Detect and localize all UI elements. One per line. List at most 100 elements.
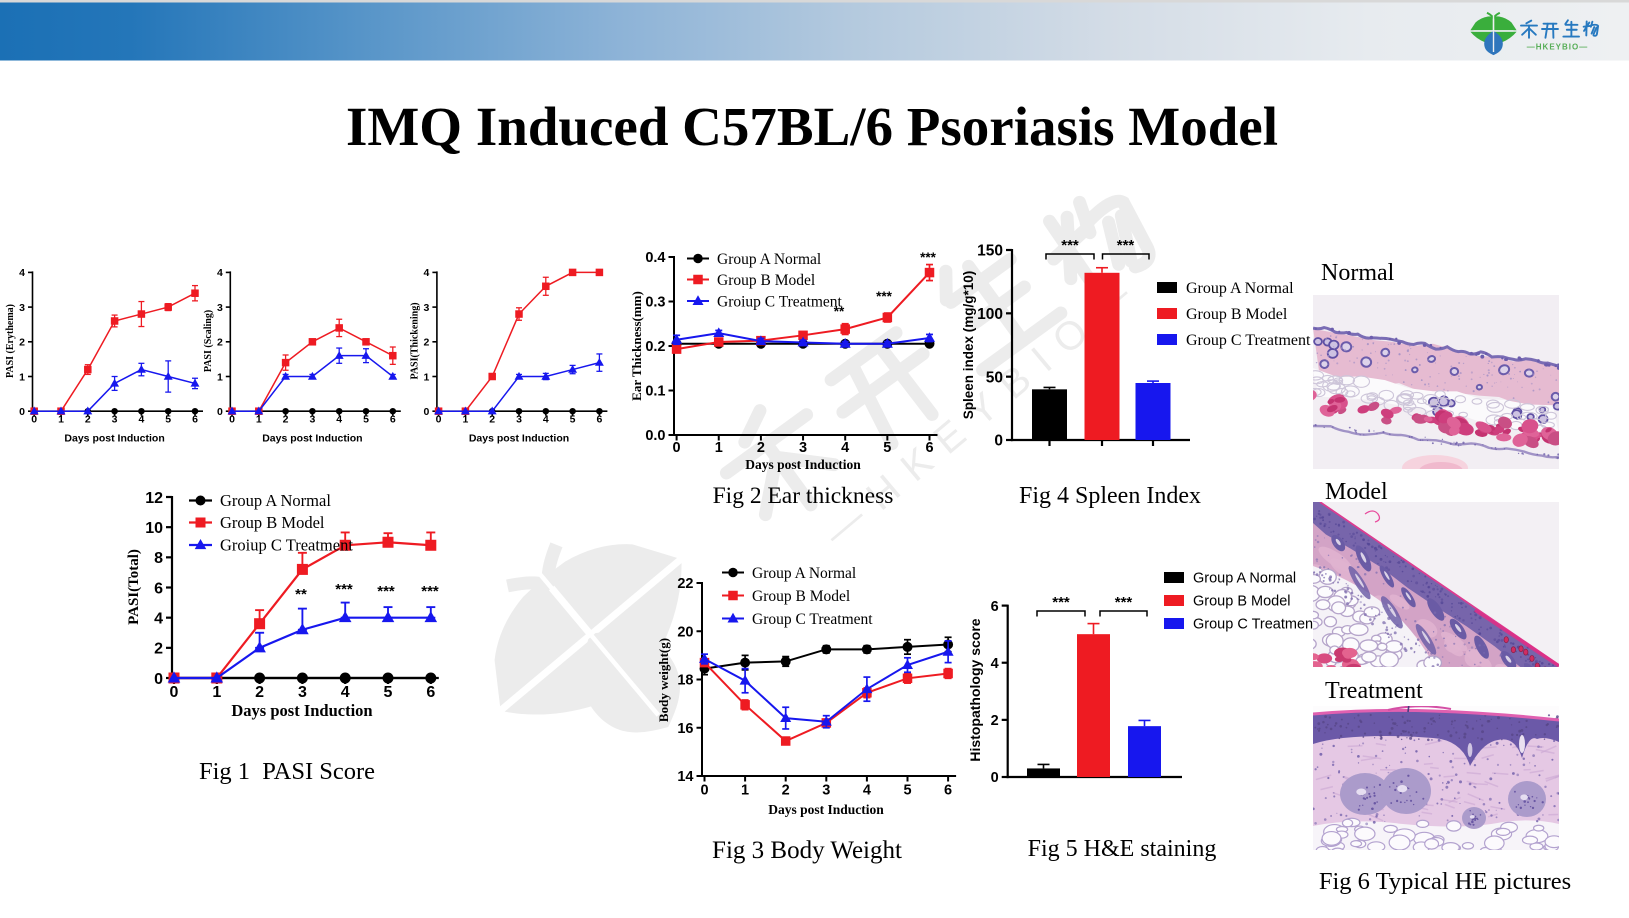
svg-text:6: 6 [991,599,999,615]
svg-text:Days post Induction: Days post Induction [64,433,164,445]
svg-text:0: 0 [436,414,442,426]
svg-text:Normal: Normal [1321,260,1395,286]
svg-text:Group B Model: Group B Model [1193,593,1291,609]
svg-text:50: 50 [986,369,1003,386]
svg-text:6: 6 [596,414,602,426]
svg-text:0.2: 0.2 [645,339,665,355]
svg-text:5: 5 [903,783,911,799]
svg-text:Group A Normal: Group A Normal [752,565,856,582]
svg-text:1: 1 [424,371,430,383]
svg-text:Group C Treatment: Group C Treatment [752,611,873,628]
svg-text:3: 3 [516,414,522,426]
svg-text:4: 4 [863,783,871,799]
svg-text:Group A Normal: Group A Normal [1193,570,1296,586]
svg-text:IMQ Induced C57BL/6 Psoriasis: IMQ Induced C57BL/6 Psoriasis Model [346,96,1278,157]
svg-text:16: 16 [677,721,693,737]
svg-text:Fig 3 Body Weight: Fig 3 Body Weight [712,837,902,864]
svg-text:4: 4 [336,414,342,426]
svg-text:4: 4 [217,267,223,279]
svg-text:Histopathology score: Histopathology score [967,618,983,761]
svg-text:4: 4 [19,267,25,279]
svg-text:Groiup C Treatment: Groiup C Treatment [717,293,843,310]
svg-text:8: 8 [154,550,163,567]
svg-text:PASI (Erythema): PASI (Erythema) [5,304,16,378]
svg-text:3: 3 [822,783,830,799]
svg-text:2: 2 [991,713,999,729]
svg-text:**: ** [295,586,307,603]
svg-text:3: 3 [112,414,118,426]
svg-text:6: 6 [192,414,198,426]
svg-text:Body weight(g): Body weight(g) [656,638,671,722]
svg-text:4: 4 [154,610,163,627]
svg-text:5: 5 [384,684,393,701]
svg-text:4: 4 [138,414,144,426]
svg-text:0: 0 [700,783,708,799]
svg-text:2: 2 [489,414,495,426]
svg-text:3: 3 [799,440,807,456]
svg-text:Fig 2 Ear thickness: Fig 2 Ear thickness [713,483,894,509]
svg-text:2: 2 [255,684,264,701]
svg-text:Group A Normal: Group A Normal [717,251,821,268]
svg-text:0: 0 [217,406,223,418]
svg-text:1: 1 [256,414,262,426]
svg-text:***: *** [1117,237,1135,254]
svg-text:6: 6 [426,684,435,701]
svg-text:20: 20 [677,624,693,640]
svg-text:Group C Treatment: Group C Treatment [1193,616,1317,632]
svg-text:2: 2 [283,414,289,426]
svg-text:100: 100 [977,306,1003,323]
svg-text:***: *** [377,583,395,600]
svg-text:1: 1 [19,371,25,383]
svg-text:1: 1 [217,371,223,383]
svg-text:3: 3 [217,302,223,314]
svg-text:1: 1 [715,440,723,456]
svg-text:Group B Model: Group B Model [717,272,815,289]
svg-text:Group C Treatment: Group C Treatment [1186,332,1311,349]
svg-text:0.3: 0.3 [645,295,665,311]
svg-text:Groiup C Treatment: Groiup C Treatment [220,536,353,555]
svg-text:4: 4 [543,414,549,426]
svg-text:22: 22 [677,576,693,592]
svg-text:3: 3 [298,684,307,701]
svg-text:0.0: 0.0 [645,428,665,444]
svg-text:4: 4 [841,440,849,456]
svg-text:3: 3 [424,302,430,314]
svg-text:Fig 6 Typical HE pictures: Fig 6 Typical HE pictures [1319,868,1571,895]
svg-text:3: 3 [19,302,25,314]
svg-text:Fig 4 Spleen Index: Fig 4 Spleen Index [1019,483,1201,509]
svg-text:6: 6 [944,783,952,799]
svg-text:0.1: 0.1 [645,384,665,400]
svg-text:PASI(Total): PASI(Total) [126,549,142,625]
svg-text:Days post Induction: Days post Induction [768,802,884,817]
svg-text:2: 2 [19,337,25,349]
svg-text:5: 5 [883,440,891,456]
svg-text:0: 0 [19,406,25,418]
svg-text:1: 1 [58,414,64,426]
svg-text:12: 12 [145,490,163,507]
svg-text:2: 2 [85,414,91,426]
svg-text:5: 5 [363,414,369,426]
svg-text:Fig 1 PASI Score: Fig 1 PASI Score [199,758,375,785]
svg-text:Group B Model: Group B Model [220,513,325,532]
svg-text:Ear Thickness(mm): Ear Thickness(mm) [629,291,644,401]
svg-text:4: 4 [341,684,350,701]
svg-text:PASI(Thickening): PASI(Thickening) [409,302,420,379]
svg-text:***: *** [920,250,937,265]
svg-text:5: 5 [165,414,171,426]
svg-text:18: 18 [677,673,693,689]
svg-text:Days post Induction: Days post Induction [469,433,569,445]
svg-text:4: 4 [424,267,430,279]
svg-text:Model: Model [1325,479,1388,505]
svg-text:PASI (Scaling): PASI (Scaling) [203,310,214,372]
svg-text:***: *** [1061,237,1079,254]
svg-text:0: 0 [994,433,1003,450]
svg-text:0: 0 [424,406,430,418]
svg-text:Group A Normal: Group A Normal [1186,280,1294,297]
svg-text:***: *** [335,581,353,598]
svg-text:Spleen index (mg/g*10): Spleen index (mg/g*10) [961,271,976,420]
svg-text:Fig 5 H&E staining: Fig 5 H&E staining [1028,836,1217,862]
svg-text:Group B Model: Group B Model [1186,306,1288,323]
svg-text:150: 150 [977,243,1003,260]
svg-text:1: 1 [462,414,468,426]
svg-text:***: *** [1115,594,1133,611]
